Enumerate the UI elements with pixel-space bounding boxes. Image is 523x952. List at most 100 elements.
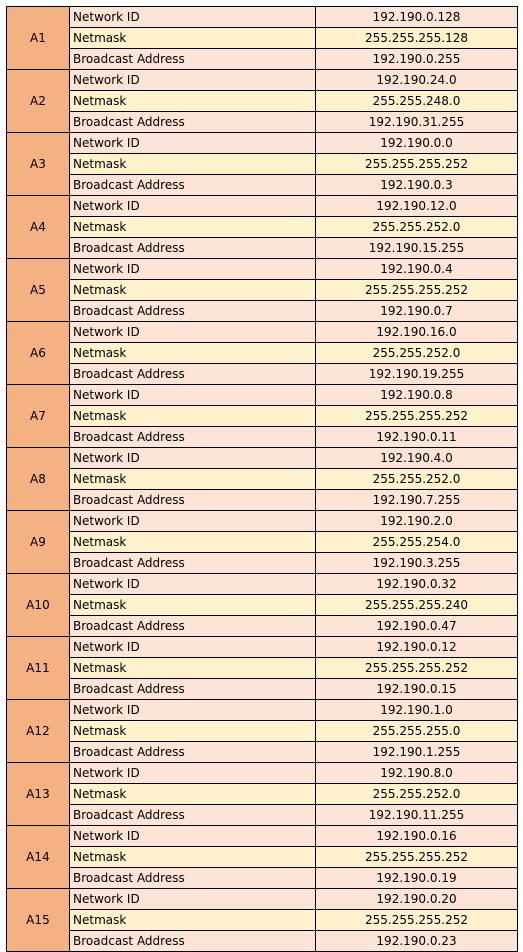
field-value-cell[interactable]: 192.190.0.20 — [316, 889, 518, 909]
field-name-cell[interactable]: Broadcast Address — [70, 49, 316, 69]
group-label-cell[interactable]: A7 — [7, 385, 70, 447]
field-name-cell[interactable]: Netmask — [70, 28, 316, 48]
field-name-cell[interactable]: Network ID — [70, 322, 316, 342]
field-value-cell[interactable]: 255.255.255.252 — [316, 406, 518, 426]
group-label-cell[interactable]: A2 — [7, 70, 70, 132]
field-name-cell[interactable]: Netmask — [70, 658, 316, 678]
group-label-cell[interactable]: A12 — [7, 700, 70, 762]
field-name-cell[interactable]: Network ID — [70, 763, 316, 783]
field-value-cell[interactable]: 192.190.0.15 — [316, 679, 518, 699]
field-name-cell[interactable]: Broadcast Address — [70, 112, 316, 132]
field-name-cell[interactable]: Broadcast Address — [70, 742, 316, 762]
field-value-cell[interactable]: 192.190.7.255 — [316, 490, 518, 510]
field-name-cell[interactable]: Network ID — [70, 7, 316, 27]
field-value-cell[interactable]: 192.190.16.0 — [316, 322, 518, 342]
field-value-cell[interactable]: 255.255.254.0 — [316, 532, 518, 552]
field-value-cell[interactable]: 192.190.2.0 — [316, 511, 518, 531]
field-value-cell[interactable]: 192.190.3.255 — [316, 553, 518, 573]
field-value-cell[interactable]: 255.255.252.0 — [316, 343, 518, 363]
field-value-cell[interactable]: 255.255.252.0 — [316, 469, 518, 489]
group-label-cell[interactable]: A5 — [7, 259, 70, 321]
field-name-cell[interactable]: Network ID — [70, 196, 316, 216]
field-value-cell[interactable]: 192.190.1.0 — [316, 700, 518, 720]
field-name-cell[interactable]: Broadcast Address — [70, 427, 316, 447]
field-value-cell[interactable]: 255.255.255.252 — [316, 154, 518, 174]
field-name-cell[interactable]: Broadcast Address — [70, 490, 316, 510]
field-value-cell[interactable]: 192.190.12.0 — [316, 196, 518, 216]
field-value-cell[interactable]: 192.190.0.0 — [316, 133, 518, 153]
group-label-cell[interactable]: A9 — [7, 511, 70, 573]
field-value-cell[interactable]: 255.255.252.0 — [316, 217, 518, 237]
field-name-cell[interactable]: Netmask — [70, 217, 316, 237]
field-value-cell[interactable]: 192.190.0.32 — [316, 574, 518, 594]
group-label-cell[interactable]: A6 — [7, 322, 70, 384]
field-name-cell[interactable]: Network ID — [70, 826, 316, 846]
field-name-cell[interactable]: Netmask — [70, 847, 316, 867]
field-name-cell[interactable]: Network ID — [70, 889, 316, 909]
group-label-cell[interactable]: A11 — [7, 637, 70, 699]
field-value-cell[interactable]: 192.190.0.19 — [316, 868, 518, 888]
field-name-cell[interactable]: Netmask — [70, 721, 316, 741]
field-value-cell[interactable]: 192.190.31.255 — [316, 112, 518, 132]
field-name-cell[interactable]: Netmask — [70, 469, 316, 489]
field-value-cell[interactable]: 255.255.255.252 — [316, 658, 518, 678]
field-value-cell[interactable]: 192.190.0.47 — [316, 616, 518, 636]
field-name-cell[interactable]: Netmask — [70, 280, 316, 300]
field-name-cell[interactable]: Netmask — [70, 595, 316, 615]
field-value-cell[interactable]: 192.190.0.16 — [316, 826, 518, 846]
field-name-cell[interactable]: Network ID — [70, 70, 316, 90]
field-value-cell[interactable]: 192.190.0.8 — [316, 385, 518, 405]
field-value-cell[interactable]: 192.190.0.255 — [316, 49, 518, 69]
field-value-cell[interactable]: 192.190.19.255 — [316, 364, 518, 384]
field-name-cell[interactable]: Broadcast Address — [70, 175, 316, 195]
field-value-cell[interactable]: 255.255.255.252 — [316, 280, 518, 300]
group-label-cell[interactable]: A13 — [7, 763, 70, 825]
field-name-cell[interactable]: Network ID — [70, 385, 316, 405]
field-name-cell[interactable]: Netmask — [70, 406, 316, 426]
field-value-cell[interactable]: 192.190.8.0 — [316, 763, 518, 783]
field-value-cell[interactable]: 192.190.24.0 — [316, 70, 518, 90]
field-value-cell[interactable]: 255.255.248.0 — [316, 91, 518, 111]
field-value-cell[interactable]: 255.255.255.240 — [316, 595, 518, 615]
group-label-cell[interactable]: A4 — [7, 196, 70, 258]
group-label-cell[interactable]: A8 — [7, 448, 70, 510]
field-name-cell[interactable]: Netmask — [70, 532, 316, 552]
field-name-cell[interactable]: Broadcast Address — [70, 679, 316, 699]
group-label-cell[interactable]: A1 — [7, 7, 70, 69]
field-name-cell[interactable]: Broadcast Address — [70, 931, 316, 951]
field-value-cell[interactable]: 192.190.0.12 — [316, 637, 518, 657]
field-value-cell[interactable]: 192.190.0.128 — [316, 7, 518, 27]
field-value-cell[interactable]: 192.190.0.11 — [316, 427, 518, 447]
field-name-cell[interactable]: Broadcast Address — [70, 553, 316, 573]
field-name-cell[interactable]: Network ID — [70, 133, 316, 153]
group-label-cell[interactable]: A3 — [7, 133, 70, 195]
field-value-cell[interactable]: 192.190.0.7 — [316, 301, 518, 321]
field-name-cell[interactable]: Network ID — [70, 700, 316, 720]
field-name-cell[interactable]: Broadcast Address — [70, 364, 316, 384]
field-value-cell[interactable]: 255.255.255.0 — [316, 721, 518, 741]
field-value-cell[interactable]: 192.190.11.255 — [316, 805, 518, 825]
field-value-cell[interactable]: 255.255.255.252 — [316, 910, 518, 930]
field-name-cell[interactable]: Network ID — [70, 259, 316, 279]
field-value-cell[interactable]: 192.190.15.255 — [316, 238, 518, 258]
field-name-cell[interactable]: Netmask — [70, 784, 316, 804]
field-name-cell[interactable]: Netmask — [70, 910, 316, 930]
field-value-cell[interactable]: 192.190.0.4 — [316, 259, 518, 279]
field-value-cell[interactable]: 255.255.255.252 — [316, 847, 518, 867]
group-label-cell[interactable]: A10 — [7, 574, 70, 636]
field-value-cell[interactable]: 255.255.255.128 — [316, 28, 518, 48]
field-name-cell[interactable]: Netmask — [70, 343, 316, 363]
field-value-cell[interactable]: 192.190.4.0 — [316, 448, 518, 468]
field-name-cell[interactable]: Broadcast Address — [70, 301, 316, 321]
field-name-cell[interactable]: Network ID — [70, 448, 316, 468]
field-name-cell[interactable]: Netmask — [70, 154, 316, 174]
group-label-cell[interactable]: A15 — [7, 889, 70, 951]
field-value-cell[interactable]: 192.190.1.255 — [316, 742, 518, 762]
field-name-cell[interactable]: Network ID — [70, 511, 316, 531]
field-value-cell[interactable]: 192.190.0.23 — [316, 931, 518, 951]
group-label-cell[interactable]: A14 — [7, 826, 70, 888]
field-value-cell[interactable]: 192.190.0.3 — [316, 175, 518, 195]
field-name-cell[interactable]: Broadcast Address — [70, 805, 316, 825]
field-name-cell[interactable]: Broadcast Address — [70, 616, 316, 636]
field-value-cell[interactable]: 255.255.252.0 — [316, 784, 518, 804]
